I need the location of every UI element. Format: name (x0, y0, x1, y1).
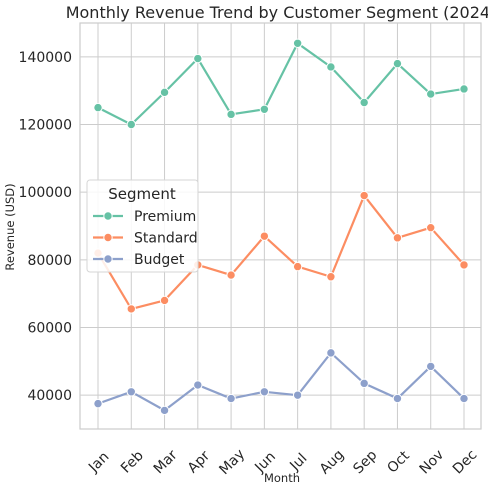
data-point (126, 119, 136, 130)
data-point (226, 393, 236, 404)
x-tick-label: Apr (185, 448, 214, 477)
series-premium (93, 38, 469, 130)
legend-marker (103, 232, 113, 243)
data-point (359, 97, 369, 108)
data-point (159, 87, 170, 98)
data-point (426, 89, 436, 99)
x-axis-label: Month (264, 471, 300, 485)
y-tick-label: 120000 (19, 118, 72, 134)
data-point (326, 272, 336, 282)
legend-label: Standard (134, 231, 198, 247)
data-point (359, 378, 369, 389)
data-point (292, 261, 303, 272)
series-lines (93, 38, 469, 416)
data-point (392, 58, 403, 69)
data-point (392, 233, 403, 243)
data-point (159, 405, 170, 416)
data-point (259, 231, 270, 241)
x-tick-label: Feb (118, 448, 147, 477)
x-tick-label: Sep (350, 447, 380, 477)
y-tick-label: 60000 (27, 321, 72, 337)
legend-entry-premium: Premium (93, 209, 196, 225)
x-tick-label: Dec (450, 447, 480, 477)
y-tick-label: 100000 (19, 185, 72, 201)
legend-label: Budget (134, 252, 185, 268)
data-point (93, 398, 103, 409)
data-point (226, 109, 236, 120)
series-line-standard (97, 194, 465, 310)
data-point (292, 390, 303, 400)
data-point (93, 102, 103, 113)
data-point (259, 387, 270, 397)
legend-marker (103, 211, 113, 221)
chart-title: Monthly Revenue Trend by Customer Segmen… (66, 3, 488, 22)
data-point (459, 393, 469, 404)
legend-entry-standard: Standard (93, 231, 198, 247)
x-tick-label: Mar (151, 447, 181, 477)
y-tick-label: 140000 (19, 50, 72, 66)
data-point (292, 38, 303, 48)
data-point (193, 380, 203, 390)
data-point (459, 84, 469, 94)
data-point (459, 260, 469, 270)
data-point (426, 222, 436, 233)
data-point (326, 348, 336, 358)
series-line-premium (97, 42, 465, 126)
legend-label: Premium (134, 209, 196, 225)
data-point (193, 53, 203, 64)
data-point (259, 104, 270, 114)
series-budget (93, 348, 469, 416)
legend-title: Segment (108, 185, 176, 203)
plot-frame (79, 22, 482, 430)
legend: Segment Premium Standard Budget (86, 179, 199, 273)
x-tick-label: May (216, 446, 248, 478)
data-point (326, 62, 336, 72)
data-point (359, 190, 369, 201)
data-point (392, 393, 403, 404)
data-point (159, 295, 170, 306)
y-tick-label: 40000 (27, 388, 72, 404)
y-axis-label: Revenue (USD) (3, 183, 17, 270)
legend-entry-budget: Budget (93, 252, 185, 268)
y-tick-label: 80000 (27, 253, 72, 269)
x-tick-label: Oct (384, 448, 413, 477)
data-point (126, 387, 136, 397)
data-point (126, 304, 136, 314)
x-tick-label: Aug (317, 447, 348, 478)
data-point (426, 361, 436, 372)
y-tick-labels: 40000 60000 80000 100000 120000 140000 (19, 50, 72, 404)
data-point (226, 270, 236, 280)
x-tick-label: Nov (417, 447, 448, 478)
legend-marker (103, 254, 113, 264)
legend-box (86, 179, 199, 273)
x-tick-label: Jan (85, 449, 112, 476)
series-line-budget (97, 351, 465, 412)
